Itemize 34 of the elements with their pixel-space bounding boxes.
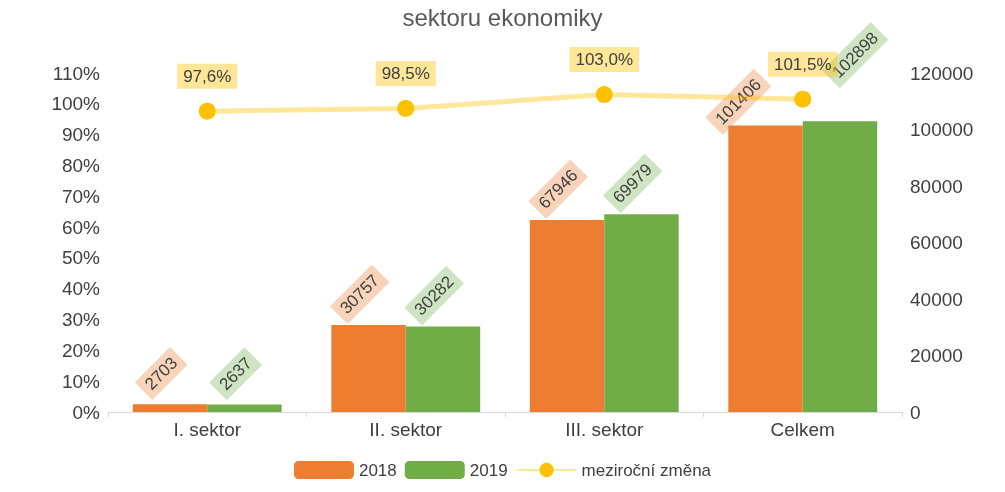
y2-tick-label: 100000 xyxy=(910,119,974,140)
y-tick-label: 0% xyxy=(72,401,101,423)
data-label: 97,6% xyxy=(183,66,232,86)
y2-tick-label: 20000 xyxy=(910,345,963,366)
y-tick-label: 100% xyxy=(51,93,101,115)
legend-label: meziroční změna xyxy=(581,460,712,480)
y-tick-label: 70% xyxy=(61,185,101,207)
y-tick-label: 80% xyxy=(61,154,101,176)
y-tick-label: 40% xyxy=(61,278,101,300)
bar xyxy=(207,404,282,412)
bar xyxy=(132,404,208,412)
y2-tick-label: 80000 xyxy=(910,175,963,197)
y2-tick-label: 40000 xyxy=(910,288,963,310)
bar xyxy=(802,121,878,412)
y2-tick-label: 0 xyxy=(910,401,921,423)
y2-tick-label: 60000 xyxy=(910,232,963,253)
y-tick-label: 60% xyxy=(61,216,101,238)
y2-tick-label: 120000 xyxy=(910,62,974,84)
legend-label: 2019 xyxy=(469,460,508,480)
y-tick-label: 30% xyxy=(61,309,101,331)
x-tick-label: II. sektor xyxy=(369,419,443,440)
x-tick-label: I. sektor xyxy=(173,419,242,440)
x-tick-label: Celkem xyxy=(770,419,835,440)
x-tick-label: III. sektor xyxy=(565,419,644,440)
data-label: 101,5% xyxy=(773,54,832,74)
y-tick-label: 50% xyxy=(61,247,101,269)
data-label: 103,0% xyxy=(575,50,634,70)
legend-label: 2018 xyxy=(358,460,397,480)
data-label: 98,5% xyxy=(381,63,430,83)
y-tick-label: 20% xyxy=(61,339,101,361)
y-tick-label: 10% xyxy=(61,370,101,392)
y-tick-label: 90% xyxy=(61,124,101,146)
chart-title: sektoru ekonomiky xyxy=(402,3,603,31)
y-tick-label: 110% xyxy=(52,62,101,84)
